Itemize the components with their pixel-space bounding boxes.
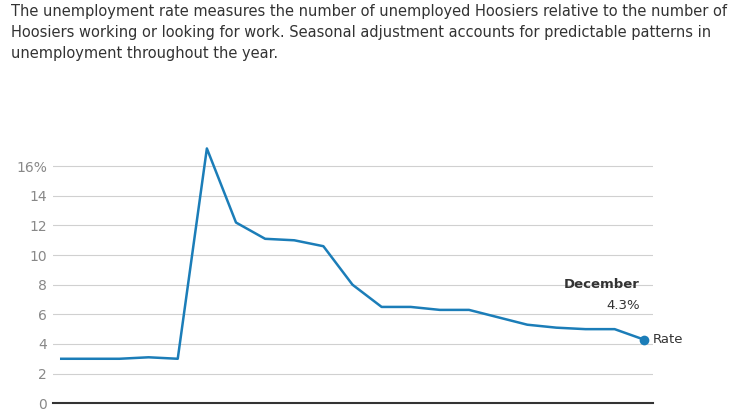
Text: 4.3%: 4.3% xyxy=(607,299,640,312)
Text: The unemployment rate measures the number of unemployed Hoosiers relative to the: The unemployment rate measures the numbe… xyxy=(11,4,728,61)
Text: December: December xyxy=(564,278,640,291)
Text: Rate: Rate xyxy=(652,333,683,346)
